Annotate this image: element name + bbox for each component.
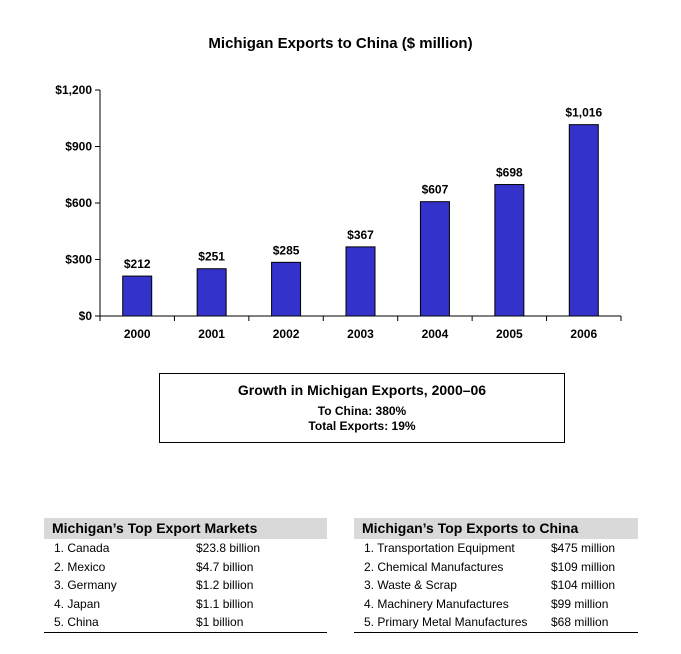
bar [419,201,450,317]
table-row: 4. Japan $1.1 billion [44,595,327,614]
bars: $212 $251 $285 $367 $607 $698 $1,016 [122,106,602,317]
y-tick-label: $900 [65,140,92,154]
row-value: $1.2 billion [196,578,254,593]
row-value: $4.7 billion [196,559,254,574]
bar [568,124,599,317]
bar [196,268,227,317]
bar-value-label: $698 [496,166,523,180]
bar [494,184,525,317]
row-label: 3. Germany [54,578,117,593]
x-tick-label: 2006 [570,327,597,341]
table-row: 5. China $1 billion [44,613,327,632]
bar-value-label: $285 [273,243,300,257]
bar-value-label: $367 [347,228,374,242]
table-row: 5. Primary Metal Manufactures $68 million [354,613,638,632]
top-exports-to-china-table: Michigan’s Top Exports to China 1. Trans… [354,518,638,633]
row-label: 4. Japan [54,596,101,611]
row-value: $475 million [551,541,616,555]
y-tick-label: $300 [65,253,92,267]
row-value: $68 million [551,615,609,630]
x-tick-label: 2000 [124,327,151,341]
row-label: 3. Waste & Scrap [364,578,457,593]
x-tick-label: 2002 [273,327,300,341]
row-label: 5. Primary Metal Manufactures [364,615,528,630]
y-tick-label: $600 [65,196,92,210]
bar-value-label: $212 [124,257,151,271]
table-bottom-rule [354,631,638,633]
bar-value-label: $1,016 [565,106,602,120]
x-tick-label: 2005 [496,327,523,341]
row-value: $23.8 billion [196,541,261,555]
chart-title: Michigan Exports to China ($ million) [208,35,473,52]
x-axis: 2000 2001 2002 2003 2004 2005 2006 [99,315,622,341]
table-row: 3. Germany $1.2 billion [44,576,327,595]
bar [122,275,153,317]
top-export-markets-header: Michigan’s Top Export Markets [44,518,327,539]
table-row: 2. Chemical Manufactures $109 million [354,558,638,577]
y-tick-label: $0 [79,309,93,323]
row-label: 5. China [54,615,99,630]
x-tick-label: 2001 [198,327,225,341]
bar [271,261,302,317]
growth-to-china: To China: 380% [317,404,407,418]
x-tick-label: 2004 [422,327,449,341]
row-value: $1.1 billion [196,596,254,611]
row-label: 2. Mexico [54,559,106,574]
table-row: 3. Waste & Scrap $104 million [354,576,638,595]
table-bottom-rule [44,631,327,633]
bar [345,246,376,317]
row-value: $99 million [551,596,609,611]
bar-value-label: $607 [422,183,449,197]
row-value: $109 million [551,559,616,574]
x-tick-label: 2003 [347,327,374,341]
top-exports-to-china-header: Michigan’s Top Exports to China [354,518,638,539]
table-row: 1. Transportation Equipment $475 million [354,539,638,558]
table-row: 2. Mexico $4.7 billion [44,558,327,577]
bar-value-label: $251 [198,250,225,264]
growth-title: Growth in Michigan Exports, 2000–06 [237,382,487,398]
row-label: 4. Machinery Manufactures [364,596,509,611]
row-label: 1. Canada [54,541,110,555]
row-value: $1 billion [196,615,244,630]
top-export-markets-table: Michigan’s Top Export Markets 1. Canada $… [44,518,327,633]
row-label: 2. Chemical Manufactures [364,559,504,574]
row-label: 1. Transportation Equipment [364,541,515,555]
growth-total-exports: Total Exports: 19% [308,419,416,433]
table-row: 1. Canada $23.8 billion [44,539,327,558]
row-value: $104 million [551,578,616,593]
y-tick-label: $1,200 [55,83,92,97]
growth-box: Growth in Michigan Exports, 2000–06 To C… [159,373,565,443]
table-row: 4. Machinery Manufactures $99 million [354,595,638,614]
bar-chart: $0$300$600$900$1,200 2000 2001 2002 2003 200… [55,83,622,341]
y-axis: $0 $300 $600 $900 $1,200 [55,83,101,323]
